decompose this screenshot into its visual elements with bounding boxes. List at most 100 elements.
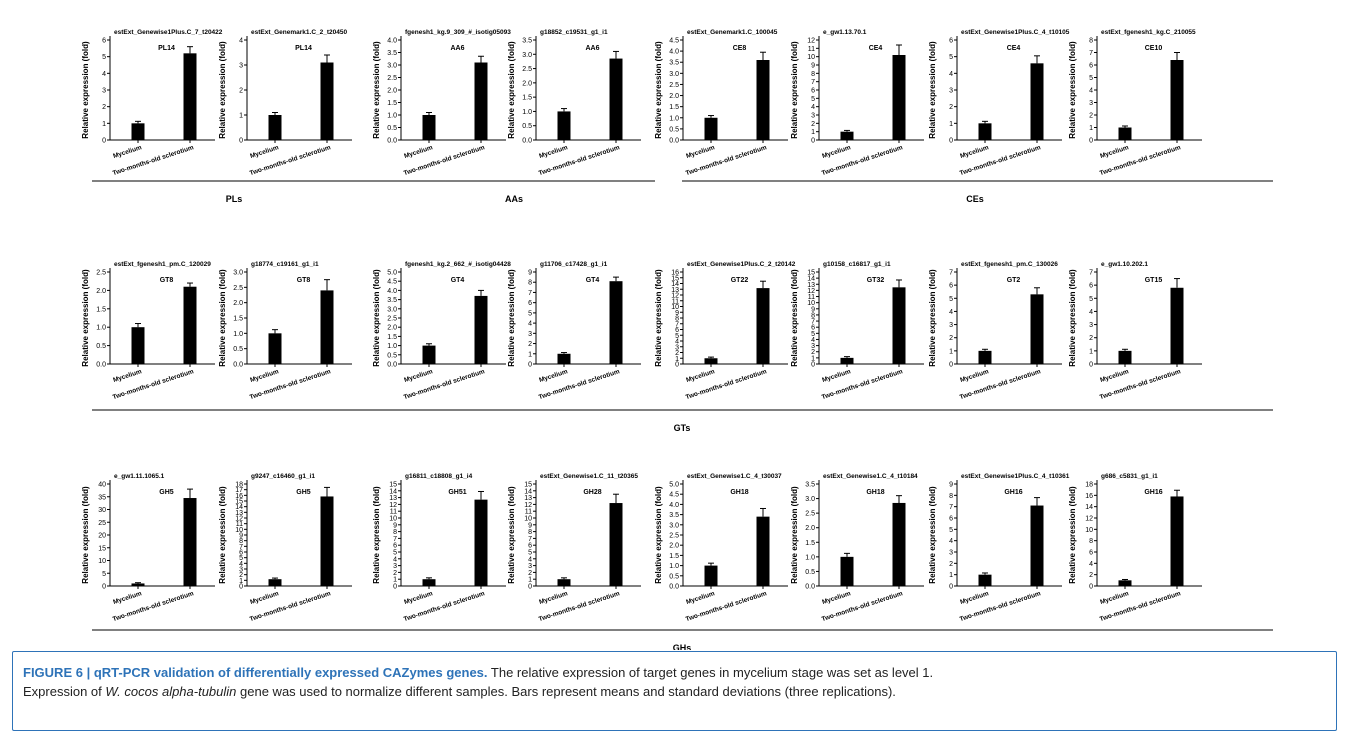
panel-family-label: GT8 (297, 277, 311, 284)
y-tick-label: 1.5 (669, 104, 679, 111)
y-tick-label: 3 (949, 88, 953, 95)
panel-family-label: GT2 (1007, 277, 1021, 284)
y-tick-label: 3.5 (387, 50, 397, 57)
panel-title: g11706_c17428_g1_i1 (540, 261, 608, 268)
y-tick-label: 6 (393, 543, 397, 550)
y-tick-label: 15 (98, 545, 106, 552)
panel-title: estExt_fgenesh1_pm.C_120029 (114, 261, 211, 268)
y-tick-label: 2.5 (387, 75, 397, 82)
panel-title: e_gw1.10.202.1 (1101, 261, 1148, 268)
y-tick-label: 12 (807, 38, 815, 45)
y-tick-label: 13 (389, 495, 397, 502)
y-tick-label: 2 (393, 570, 397, 577)
y-tick-label: 0.5 (522, 123, 532, 130)
y-axis-label: Relative expression (fold) (654, 486, 663, 584)
y-axis-label: Relative expression (fold) (1068, 486, 1077, 584)
y-tick-label: 0 (811, 138, 815, 145)
y-tick-label: 7 (1089, 270, 1093, 277)
x-tick-label: Mycelium (538, 368, 569, 384)
bar-mycelium (1118, 350, 1132, 364)
panel-24: 0 2 4 6 8 10 12 14 16 18 Relative expression (fold… (1068, 473, 1202, 623)
panel-7: 0 1 2 3 4 5 6 Relative expression (fold) Myceliu… (928, 29, 1070, 177)
bar-mycelium (840, 131, 854, 140)
y-axis-label: Relative expression (fold) (654, 269, 663, 367)
y-tick-label: 6 (1089, 63, 1093, 70)
y-axis-label: Relative expression (fold) (928, 269, 937, 367)
y-tick-label: 2.5 (387, 316, 397, 323)
panel-family-label: CE8 (733, 45, 747, 52)
x-tick-label: Mycelium (821, 144, 852, 160)
y-tick-label: 14 (807, 276, 815, 283)
bar-mycelium (704, 358, 718, 364)
y-tick-label: 1 (1089, 125, 1093, 132)
y-tick-label: 10 (235, 527, 243, 534)
panel-family-label: CE4 (1007, 45, 1021, 52)
y-tick-label: 10 (389, 516, 397, 523)
x-tick-label: Mycelium (821, 368, 852, 384)
y-tick-label: 0 (239, 584, 243, 591)
y-tick-label: 0.5 (96, 343, 106, 350)
panel-3: 0.0 0.5 1.0 1.5 2.0 2.5 3.0 3.5 4.0 Relative expr… (372, 29, 511, 177)
y-tick-label: 4 (1089, 88, 1093, 95)
groups-layer: PLs AAs CEs GTs GHs (92, 180, 1273, 650)
panel-16: 0 1 2 3 4 5 6 7 Relative expression (fold) Myceli… (1068, 261, 1202, 401)
y-tick-label: 8 (528, 529, 532, 536)
x-tick-label: Mycelium (249, 368, 280, 384)
x-tick-label: Mycelium (112, 590, 143, 606)
panel-17: 0 5 10 15 20 25 30 35 40 Relative expression (fol… (81, 473, 215, 623)
x-tick-label: Mycelium (959, 144, 990, 160)
y-tick-label: 2 (949, 335, 953, 342)
panel-title: fgenesh1_kg.9_309_#_isotig05093 (405, 29, 511, 36)
y-tick-label: 12 (671, 293, 679, 300)
y-tick-label: 1.0 (233, 331, 243, 338)
panel-family-label: GH16 (1144, 489, 1162, 496)
bar-sclerotium (474, 62, 488, 140)
y-tick-label: 12 (807, 288, 815, 295)
y-tick-label: 11 (808, 294, 815, 301)
y-tick-label: 14 (671, 281, 679, 288)
y-tick-label: 10 (1085, 527, 1093, 534)
y-tick-label: 2 (811, 349, 815, 356)
panel-title: e_gw1.13.70.1 (823, 29, 867, 36)
y-axis-label: Relative expression (fold) (218, 269, 227, 367)
y-tick-label: 4.0 (387, 288, 397, 295)
y-tick-label: 0 (811, 362, 815, 369)
panel-family-label: PL14 (158, 45, 175, 52)
bar-sclerotium (609, 281, 623, 364)
y-tick-label: 2.0 (387, 88, 397, 95)
panel-family-label: GT8 (160, 277, 174, 284)
y-tick-label: 15 (524, 482, 532, 489)
y-tick-label: 5.0 (387, 270, 397, 277)
panel-family-label: AA6 (450, 45, 464, 52)
panel-23: 0 1 2 3 4 5 6 7 8 9 Relative expression (fold) Myce… (928, 473, 1070, 623)
y-tick-label: 7 (811, 79, 815, 86)
y-tick-label: 1 (811, 355, 815, 362)
y-tick-label: 0 (102, 138, 106, 145)
y-tick-label: 0 (1089, 138, 1093, 145)
y-tick-label: 3.0 (805, 496, 815, 503)
y-tick-label: 0.5 (669, 573, 679, 580)
bar-mycelium (840, 556, 854, 586)
y-tick-label: 0.5 (805, 569, 815, 576)
y-tick-label: 18 (235, 482, 243, 489)
y-axis-label: Relative expression (fold) (81, 269, 90, 367)
panel-family-label: GH18 (730, 489, 748, 496)
y-tick-label: 6 (1089, 550, 1093, 557)
y-tick-label: 1.5 (669, 553, 679, 560)
panel-title: g16811_c18808_g1_i4 (405, 473, 473, 480)
y-tick-label: 1.0 (96, 325, 106, 332)
bar-mycelium (268, 579, 282, 586)
y-tick-label: 0.0 (233, 362, 243, 369)
y-tick-label: 2.5 (669, 82, 679, 89)
panel-title: estExt_Genemark1.C_2_t20450 (251, 29, 348, 36)
panel-12: 0 1 2 3 4 5 6 7 8 9 Relative expression (fold) Myce… (507, 261, 641, 401)
y-tick-label: 4 (528, 321, 532, 328)
bar-sclerotium (892, 502, 906, 586)
x-tick-label: Mycelium (685, 144, 716, 160)
y-tick-label: 6 (675, 327, 679, 334)
bar-sclerotium (609, 503, 623, 586)
